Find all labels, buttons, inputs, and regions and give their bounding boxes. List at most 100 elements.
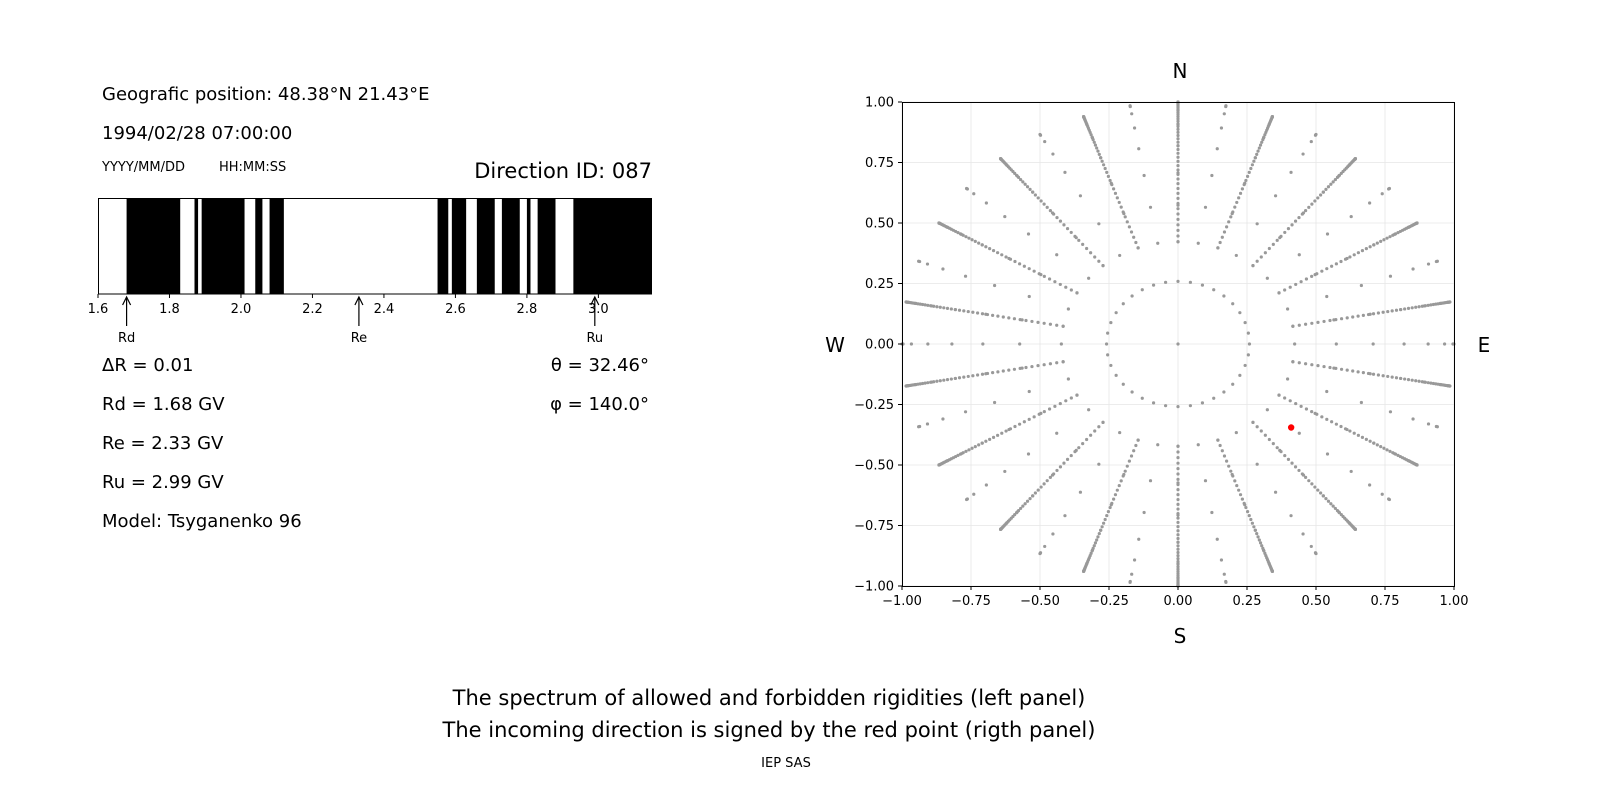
direction-grid-point — [1176, 133, 1180, 138]
direction-grid-point — [996, 370, 1000, 374]
direction-grid-point — [1310, 202, 1314, 206]
direction-grid-point — [1233, 205, 1237, 209]
direction-grid-point — [1021, 504, 1025, 508]
direction-grid-point — [1176, 488, 1180, 492]
south-label: S — [1173, 624, 1187, 648]
direction-grid-point — [904, 300, 908, 304]
direction-grid-point — [1105, 514, 1109, 518]
direction-grid-point — [1039, 485, 1043, 489]
direction-grid-point — [1426, 342, 1430, 346]
direction-grid-point — [970, 446, 974, 450]
direction-grid-point — [1252, 159, 1256, 163]
direction-grid-point — [1100, 159, 1104, 163]
direction-grid-point — [1176, 119, 1180, 123]
direction-grid-point — [1359, 400, 1363, 405]
direction-grid-point — [932, 304, 936, 308]
direction-grid-point — [1379, 239, 1383, 243]
direction-grid-point — [1386, 374, 1390, 379]
direction-grid-point — [1125, 464, 1129, 468]
direction-grid-point — [1055, 468, 1059, 473]
direction-grid-point — [1321, 190, 1325, 194]
direction-grid-point — [926, 342, 930, 346]
direction-grid-point — [1016, 509, 1021, 513]
direction-grid-point — [1224, 104, 1228, 108]
direction-grid-point — [1423, 304, 1427, 308]
direction-grid-point — [1352, 253, 1356, 257]
direction-grid-point — [926, 303, 930, 307]
direction-grid-point — [1176, 450, 1180, 454]
direction-grid-point — [1176, 533, 1180, 537]
direction-grid-point — [1414, 379, 1418, 383]
direction-grid-point — [1210, 510, 1214, 515]
direction-grid-point — [1381, 374, 1385, 378]
direction-grid-point — [1030, 319, 1034, 324]
direction-grid-point — [1316, 196, 1320, 200]
direction-grid-point — [1048, 362, 1052, 366]
direction-grid-point — [958, 232, 963, 236]
direction-grid-point — [972, 192, 976, 196]
direction-grid-point — [949, 307, 953, 311]
forbidden-band — [437, 198, 449, 294]
direction-grid-point — [1090, 549, 1094, 553]
direction-grid-point — [1130, 294, 1134, 298]
direction-grid-point — [1113, 493, 1118, 497]
direction-grid-point — [1261, 546, 1265, 550]
direction-grid-point — [1176, 512, 1180, 516]
direction-grid-point — [1297, 215, 1301, 220]
direction-grid-point — [1251, 264, 1255, 268]
direction-grid-point — [1090, 135, 1094, 139]
direction-grid-point — [1307, 479, 1311, 483]
direction-grid-point — [1176, 405, 1180, 409]
direction-grid-point — [1243, 363, 1247, 368]
direction-grid-point — [1382, 238, 1386, 242]
direction-grid-point — [996, 314, 1000, 318]
direction-grid-point — [925, 422, 930, 426]
direction-grid-point — [1394, 376, 1399, 380]
spectrum-tick-label: 2.6 — [445, 302, 466, 317]
forbidden-band — [126, 198, 181, 294]
direction-grid-point — [1031, 190, 1035, 194]
direction-grid-point — [1112, 187, 1116, 191]
direction-grid-point — [1215, 537, 1219, 541]
direction-grid-point — [1176, 497, 1180, 502]
direction-grid-point — [1077, 238, 1081, 242]
direction-grid-point — [1260, 544, 1264, 548]
direction-grid-point — [1058, 219, 1063, 223]
direction-grid-point — [1253, 156, 1257, 160]
direction-grid-point — [1324, 187, 1328, 192]
direction-grid-point — [1021, 180, 1025, 184]
re-value: Re = 2.33 GV — [102, 433, 224, 454]
direction-grid-point — [1176, 117, 1180, 121]
direction-grid-point — [1273, 194, 1278, 198]
direction-grid-point — [953, 307, 957, 312]
direction-grid-point — [1176, 223, 1180, 227]
rigidity-spectrum-chart: 1.6 1.8 2.0 2.2 2.4 2.6 2.8 3.0 Rd Re Ru — [88, 198, 652, 346]
direction-grid-point — [1356, 314, 1360, 318]
direction-grid-point — [1097, 152, 1101, 156]
direction-grid-point — [1061, 324, 1065, 328]
direction-grid-point — [1097, 259, 1101, 263]
direction-grid-point — [1093, 255, 1097, 259]
direction-grid-point — [1240, 187, 1244, 191]
direction-grid-point — [1016, 175, 1021, 179]
direction-grid-point — [1372, 441, 1376, 445]
direction-grid-point — [1325, 417, 1329, 421]
direction-grid-point — [1127, 459, 1131, 463]
direction-grid-point — [1176, 155, 1180, 159]
direction-grid-point — [988, 247, 992, 251]
spectrum-tick-label: 1.8 — [159, 302, 180, 317]
direction-grid-point — [1188, 280, 1193, 284]
direction-grid-point — [1243, 320, 1247, 325]
direction-grid-point — [1156, 241, 1160, 245]
y-tick-label: −0.25 — [854, 398, 894, 413]
direction-grid-point — [1047, 277, 1052, 281]
direction-grid-point — [1075, 393, 1079, 397]
direction-grid-point — [1123, 469, 1127, 473]
direction-grid-point — [1062, 223, 1066, 227]
direction-grid-point — [1055, 253, 1059, 257]
direction-grid-point — [1301, 532, 1305, 536]
direction-grid-point — [984, 483, 988, 487]
credit-label: IEP SAS — [761, 756, 811, 771]
direction-grid-point — [1297, 361, 1301, 365]
direction-grid-point — [1093, 429, 1097, 433]
